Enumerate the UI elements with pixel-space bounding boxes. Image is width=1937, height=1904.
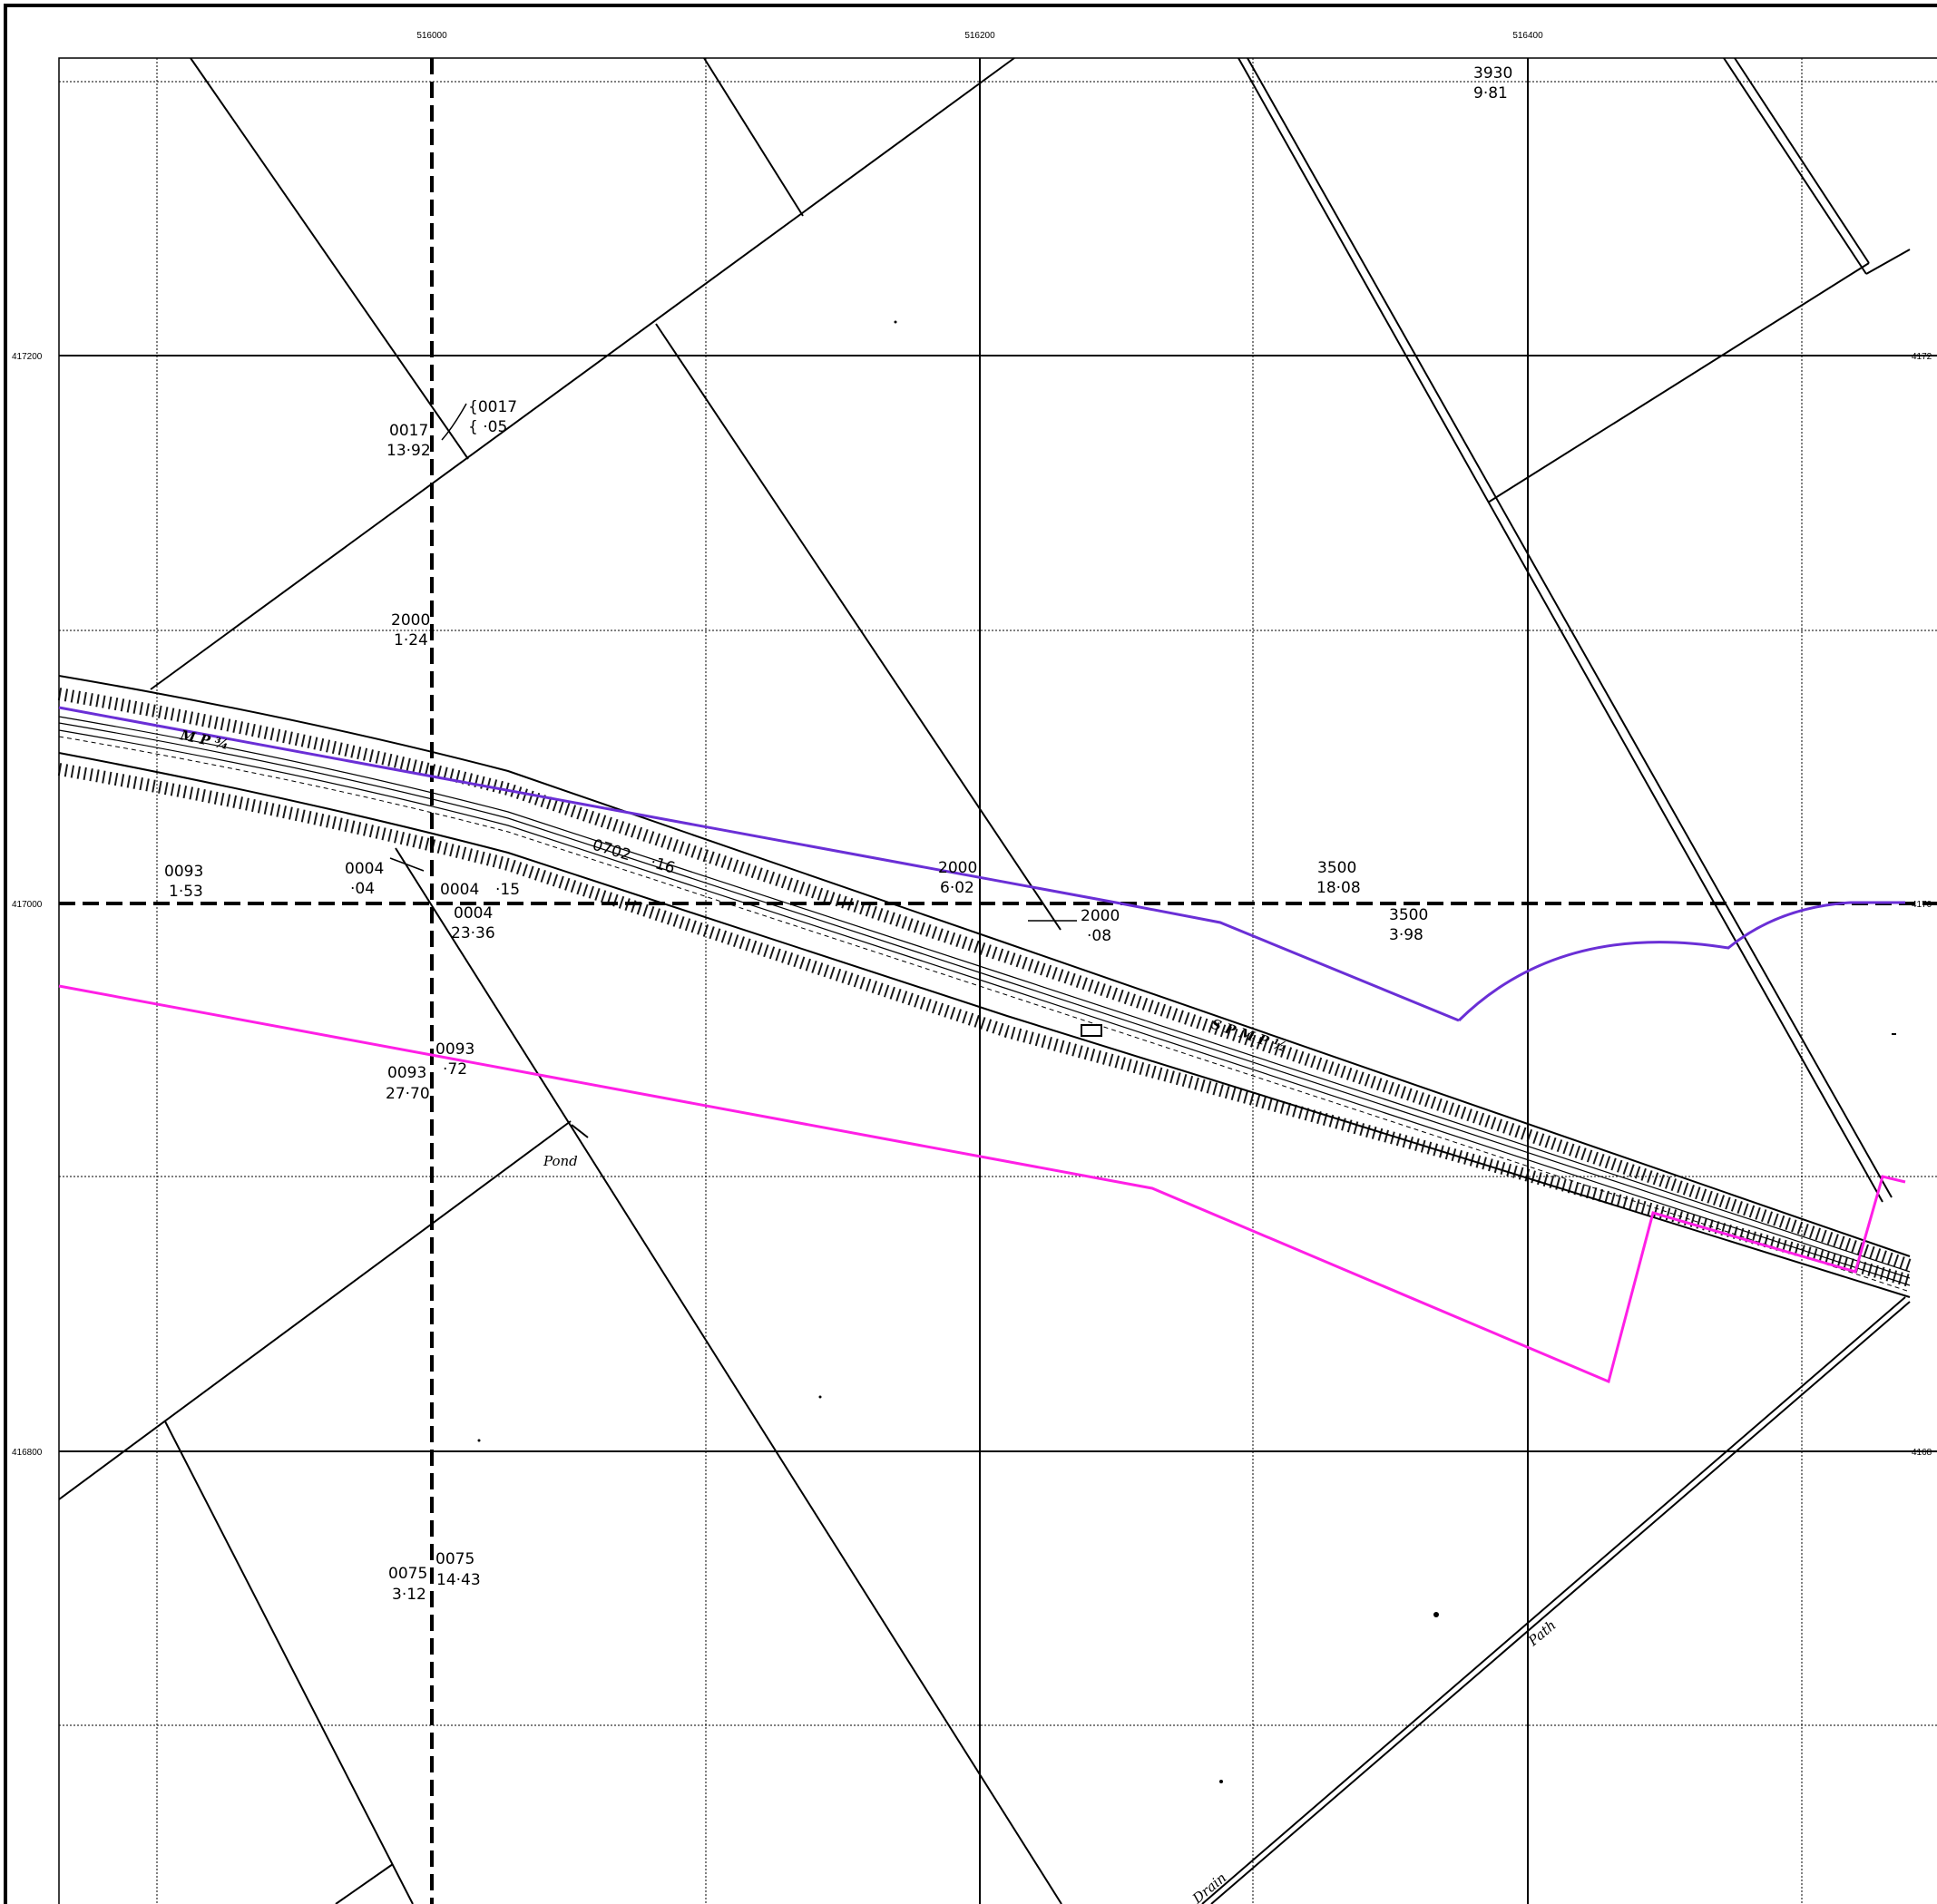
northing-label-right: 4170 [1912,900,1932,910]
parcel-area: 6·02 [940,879,974,897]
parcel-id: 3930 [1473,64,1512,83]
easting-label: 516400 [1512,31,1543,41]
railway-cutting-south [58,752,1911,1298]
parcel-id: 0004 [440,881,479,899]
railway [57,675,1913,1298]
label-arrows [389,403,1077,922]
railway-track-3 [58,729,1911,1286]
northing-label-right: 4168 [1912,1448,1932,1458]
parcel-area: 18·08 [1316,879,1361,897]
purple-boundary [58,706,1460,1022]
parcel-area: 23·36 [451,924,495,942]
northing-label: 417200 [12,352,43,362]
major-grid [59,58,1937,1904]
parcel-id: 0093 [435,1040,474,1059]
railway-track-2 [58,722,1911,1279]
parcel-id: 0017 [389,422,428,440]
parcel-id: 0093 [387,1064,426,1082]
pond-label: Pond [543,1153,578,1169]
railway-track-1 [58,716,1911,1273]
parcel-id: 0075 [388,1565,427,1583]
parcel-id: 0075 [435,1550,474,1568]
northing-label-right: 4172 [1912,352,1932,362]
parcel-area: 9·81 [1473,84,1508,103]
parcel-area: ·15 [495,881,520,899]
northing-label: 417000 [12,900,43,910]
parcel-area: ·04 [350,880,375,898]
minor-grid [59,58,1937,1904]
parcel-area: 1·53 [169,883,203,901]
parcel-area: 3·98 [1389,926,1423,944]
parcel-area: 3·12 [392,1586,426,1604]
map-neatline [58,57,1937,1904]
northing-label: 416800 [12,1448,43,1458]
parcel-id: 2000 [938,859,977,877]
parcel-area: ·16 [649,854,678,878]
magenta-boundary [58,984,1906,1384]
drain-label: Drain [1189,1870,1229,1904]
parcel-area: 27·70 [386,1085,430,1103]
easting-label: 516200 [964,31,995,41]
sheet-frame [4,4,1937,1904]
parcel-id: 0004 [345,860,384,878]
dashed-grid [59,58,1937,1904]
railway-cutting-north [58,675,1911,1257]
parcel-area: 1·24 [394,631,428,649]
parcel-area: { ·05 [468,418,507,436]
purple-boundary-arc [1457,901,1905,1022]
embankment-hatch-south [57,763,1912,1287]
parcel-area: ·72 [443,1060,467,1079]
parcel-area: 13·92 [386,442,431,460]
parcel-id: 2000 [1081,907,1120,925]
parcel-area: ·08 [1087,927,1111,945]
parcel-id: 2000 [391,611,430,630]
easting-label: 516000 [416,31,447,41]
parcel-id: 0004 [454,904,493,923]
parcel-id: 0702 [591,836,633,865]
railway-fence-dashed [58,736,1911,1293]
parcel-id: 0093 [164,863,203,881]
field-boundaries [58,57,1911,1904]
parcel-area: 14·43 [436,1571,481,1589]
point-features [477,320,1439,1783]
parcel-id: 3500 [1389,906,1428,924]
parcel-id: 3500 [1317,859,1356,877]
embankment-hatch-north [57,688,1913,1272]
parcel-labels: 3930 9·81 0017 13·92 {0017 { ·05 2000 1·… [164,64,1512,1604]
parcel-id: {0017 [468,398,517,416]
